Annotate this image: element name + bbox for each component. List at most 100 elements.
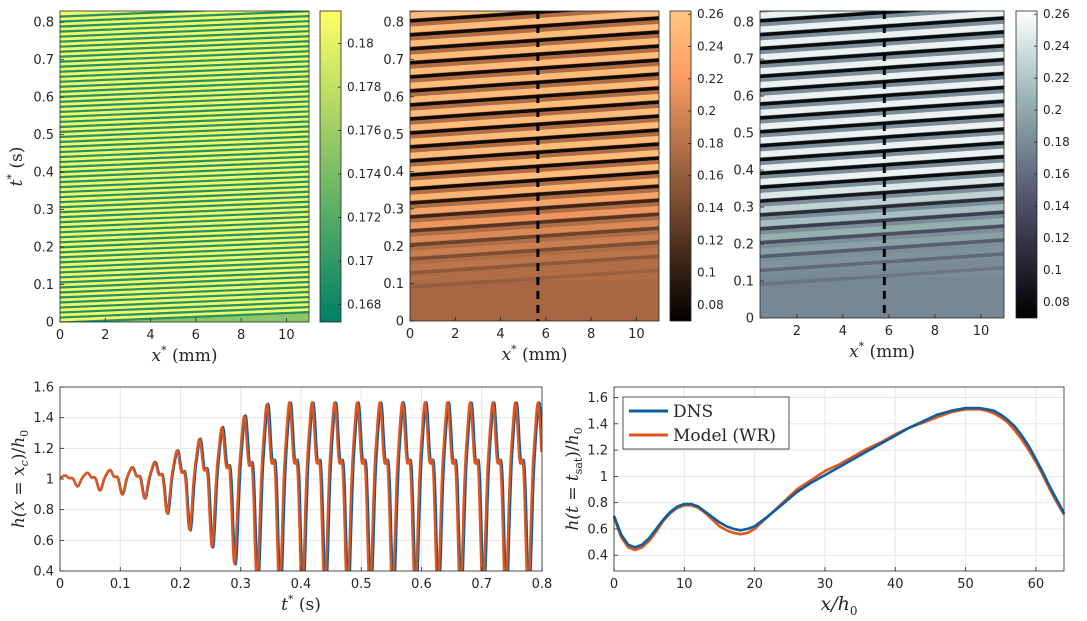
y-tick-label: 0.2 — [733, 238, 754, 253]
wave-trough — [60, 20, 309, 33]
wave-trough — [410, 156, 659, 177]
wave-crest — [760, 162, 1004, 186]
wave-trough — [410, 240, 659, 261]
wave-crest — [760, 120, 1004, 144]
wave-crest — [410, 11, 659, 33]
y-tick-label: 1.2 — [587, 444, 608, 459]
legend-box — [622, 396, 790, 450]
x-axis-label: x/h0 — [821, 593, 858, 618]
legend-label-dns: DNS — [673, 402, 713, 422]
wave-trough — [60, 265, 309, 279]
wave-trough — [60, 190, 309, 204]
y-tick-label: 0.8 — [383, 16, 404, 31]
wave-trough — [760, 155, 1004, 176]
y-tick-label: 1 — [46, 473, 54, 488]
x-tick-label: 30 — [817, 577, 834, 592]
colorbar-tick-label: 0.16 — [697, 169, 724, 183]
wave-crest — [410, 121, 659, 145]
y-tick-label: 1.2 — [33, 442, 54, 457]
wave-trough — [760, 252, 1004, 273]
wave-trough — [60, 250, 309, 264]
y-axis-label: t* (s) — [5, 147, 27, 187]
y-tick-label: 0 — [396, 315, 404, 330]
wave-crest — [410, 0, 659, 5]
wave-trough — [760, 71, 1004, 92]
wave-trough — [60, 55, 309, 68]
wave-trough — [410, 30, 659, 51]
wave-trough — [60, 11, 309, 23]
wave-trough — [760, 11, 931, 23]
colorbar-tick-label: 0.176 — [347, 124, 381, 138]
wave-crest — [760, 176, 1004, 199]
wave-crest — [760, 245, 1004, 269]
wave-trough — [410, 142, 659, 163]
x-tick-label: 0.3 — [230, 577, 251, 592]
y-axis-label-text: h(x = xc)/h0 — [9, 430, 31, 528]
x-tick-label: 10 — [973, 324, 990, 339]
x-axis-label-text: x* (mm) — [849, 340, 915, 362]
y-tick-label: 1.6 — [587, 391, 608, 406]
wave-trough — [60, 225, 309, 239]
x-tick-label: 2 — [101, 328, 109, 343]
colorbar-tick-label: 0.18 — [1043, 135, 1070, 149]
x-axis-label: x* (mm) — [501, 343, 567, 365]
x-tick-label: 4 — [839, 324, 847, 339]
y-axis-label-text: h(t = tsat)/h0 — [563, 427, 585, 530]
wave-trough — [60, 200, 309, 214]
y-axis-label: h(t = tsat)/h0 — [563, 427, 585, 530]
wave-trough — [760, 57, 1004, 79]
x-tick-label: 6 — [192, 328, 200, 343]
x-tick-label: 4 — [146, 328, 154, 343]
wave-trough — [60, 140, 309, 154]
x-tick-label: 4 — [496, 327, 504, 342]
wave-crest — [760, 65, 1004, 88]
wave-crest — [410, 261, 659, 285]
x-tick-label: 50 — [957, 577, 974, 592]
x-tick-label: 0.1 — [110, 577, 131, 592]
wave-crest — [760, 37, 1004, 61]
wave-crest — [410, 177, 659, 201]
wave-trough — [60, 240, 309, 254]
wave-trough — [60, 70, 309, 83]
x-tick-label: 0.6 — [411, 577, 432, 592]
y-tick-label: 0.4 — [33, 565, 54, 580]
y-tick-label: 0.8 — [33, 503, 54, 518]
wave-trough — [410, 0, 659, 9]
wave-trough — [410, 11, 583, 23]
wave-trough — [60, 65, 309, 78]
heatmap-image — [410, 0, 659, 321]
wave-trough — [760, 85, 1004, 106]
wave-trough — [60, 210, 309, 224]
wave-trough — [760, 224, 1004, 245]
y-tick-label: 0.4 — [587, 549, 608, 564]
x-tick-label: 6 — [885, 324, 893, 339]
colorbar-tick-label: 0.1 — [1043, 263, 1062, 277]
wave-trough — [60, 35, 309, 48]
wave-crest — [410, 11, 524, 19]
wave-trough — [60, 95, 309, 108]
x-tick-label: 0.2 — [170, 577, 191, 592]
wave-crest — [410, 51, 659, 75]
wave-crest — [410, 149, 659, 173]
colorbar-tick-label: 0.2 — [697, 104, 716, 118]
wave-trough — [410, 100, 659, 121]
wave-crest — [410, 205, 659, 229]
wave-trough — [60, 11, 220, 18]
colorbar — [669, 10, 692, 322]
wave-trough — [410, 86, 659, 107]
y-tick-label: 0.1 — [733, 275, 754, 290]
wave-trough — [60, 145, 309, 159]
wave-trough — [60, 255, 309, 269]
wave-trough — [60, 285, 309, 299]
y-axis-label-text: t* (s) — [5, 147, 27, 187]
y-tick-label: 0.7 — [383, 53, 404, 68]
wave-crest — [760, 259, 1004, 283]
y-tick-label: 1.6 — [33, 381, 54, 396]
wave-trough — [60, 195, 309, 209]
colorbar-tick-label: 0.12 — [697, 233, 724, 247]
wave-trough — [60, 175, 309, 189]
x-tick-label: 10 — [628, 327, 645, 342]
wave-trough — [60, 300, 309, 314]
y-tick-label: 0 — [746, 312, 754, 327]
y-tick-label: 0.6 — [383, 90, 404, 105]
